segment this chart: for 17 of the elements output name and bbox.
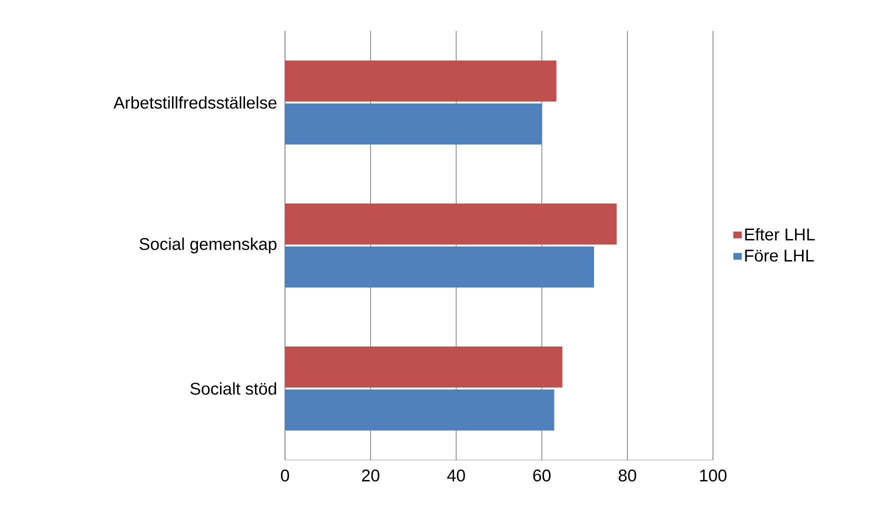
- x-tick-label: 80: [618, 469, 636, 482]
- legend-label: Före LHL: [745, 250, 814, 262]
- x-tick-label: 100: [700, 469, 726, 482]
- x-tick-label: 60: [533, 469, 551, 482]
- y-tick-label: Socialt stöd: [190, 382, 276, 395]
- bar: [285, 60, 556, 102]
- legend-label: Efter LHL: [745, 228, 815, 240]
- y-tick-label: Arbetstillfredsställelse: [113, 96, 276, 109]
- bar: [285, 346, 562, 388]
- x-tick-label: 40: [447, 469, 465, 482]
- bar: [285, 246, 594, 288]
- bar: [285, 103, 542, 144]
- bar: [285, 204, 617, 245]
- y-tick-label: Social gemenskap: [140, 238, 276, 254]
- x-tick-label: 0: [280, 469, 290, 482]
- bar: [285, 389, 554, 430]
- x-tick-label: 20: [362, 469, 380, 482]
